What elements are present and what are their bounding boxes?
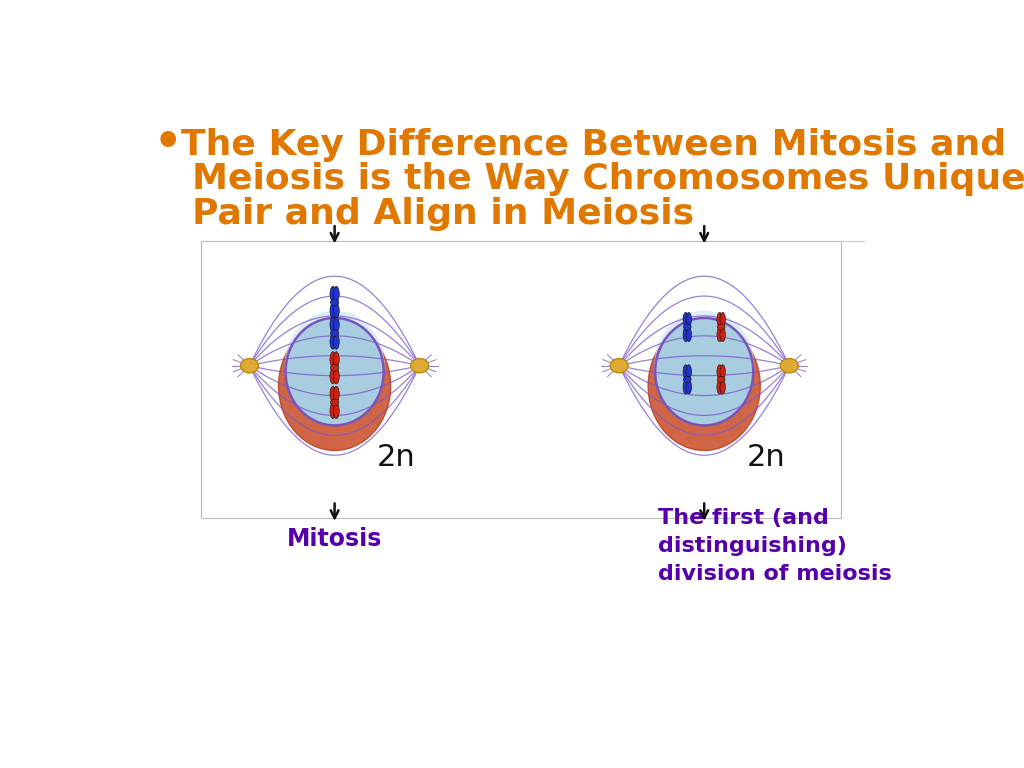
Ellipse shape [334,352,339,367]
Ellipse shape [717,380,722,394]
FancyBboxPatch shape [202,241,841,518]
Ellipse shape [334,369,339,384]
Ellipse shape [686,380,691,394]
Ellipse shape [717,324,725,330]
Ellipse shape [683,328,688,342]
Ellipse shape [720,328,725,342]
Ellipse shape [330,369,336,384]
Text: 2n: 2n [377,443,416,472]
Ellipse shape [330,334,336,349]
Ellipse shape [686,313,691,326]
Ellipse shape [717,313,722,326]
Ellipse shape [720,380,725,394]
Ellipse shape [683,365,688,379]
Text: Mitosis: Mitosis [287,527,382,551]
Ellipse shape [330,386,336,402]
Ellipse shape [720,313,725,326]
Ellipse shape [330,303,336,319]
Ellipse shape [331,299,339,306]
Text: 2n: 2n [746,443,785,472]
Ellipse shape [331,365,339,371]
Ellipse shape [683,380,688,394]
Ellipse shape [334,317,339,333]
Ellipse shape [610,359,628,372]
Ellipse shape [285,311,385,421]
Ellipse shape [279,322,391,451]
Ellipse shape [330,286,336,302]
Ellipse shape [683,324,691,330]
Text: Pair and Align in Meiosis: Pair and Align in Meiosis [193,197,694,231]
Ellipse shape [331,329,339,336]
Ellipse shape [330,403,336,419]
Ellipse shape [717,328,722,342]
Ellipse shape [780,359,799,372]
Ellipse shape [330,352,336,367]
Text: Meiosis is the Way Chromosomes Uniquely: Meiosis is the Way Chromosomes Uniquely [193,162,1024,196]
Ellipse shape [334,386,339,402]
Ellipse shape [331,399,339,406]
Ellipse shape [330,317,336,333]
Ellipse shape [717,376,725,382]
Text: The Key Difference Between Mitosis and: The Key Difference Between Mitosis and [180,127,1006,161]
Text: •: • [154,121,182,164]
Ellipse shape [720,365,725,379]
Text: The first (and
distinguishing)
division of meiosis: The first (and distinguishing) division … [658,508,892,584]
Ellipse shape [334,334,339,349]
Ellipse shape [334,403,339,419]
Ellipse shape [654,311,755,421]
Ellipse shape [241,359,258,372]
Ellipse shape [655,318,754,425]
Ellipse shape [411,359,429,372]
Ellipse shape [683,376,691,382]
Ellipse shape [683,313,688,326]
Ellipse shape [334,286,339,302]
Ellipse shape [686,365,691,379]
Ellipse shape [648,322,760,451]
Ellipse shape [286,318,384,425]
Ellipse shape [686,328,691,342]
Ellipse shape [717,365,722,379]
Ellipse shape [334,303,339,319]
